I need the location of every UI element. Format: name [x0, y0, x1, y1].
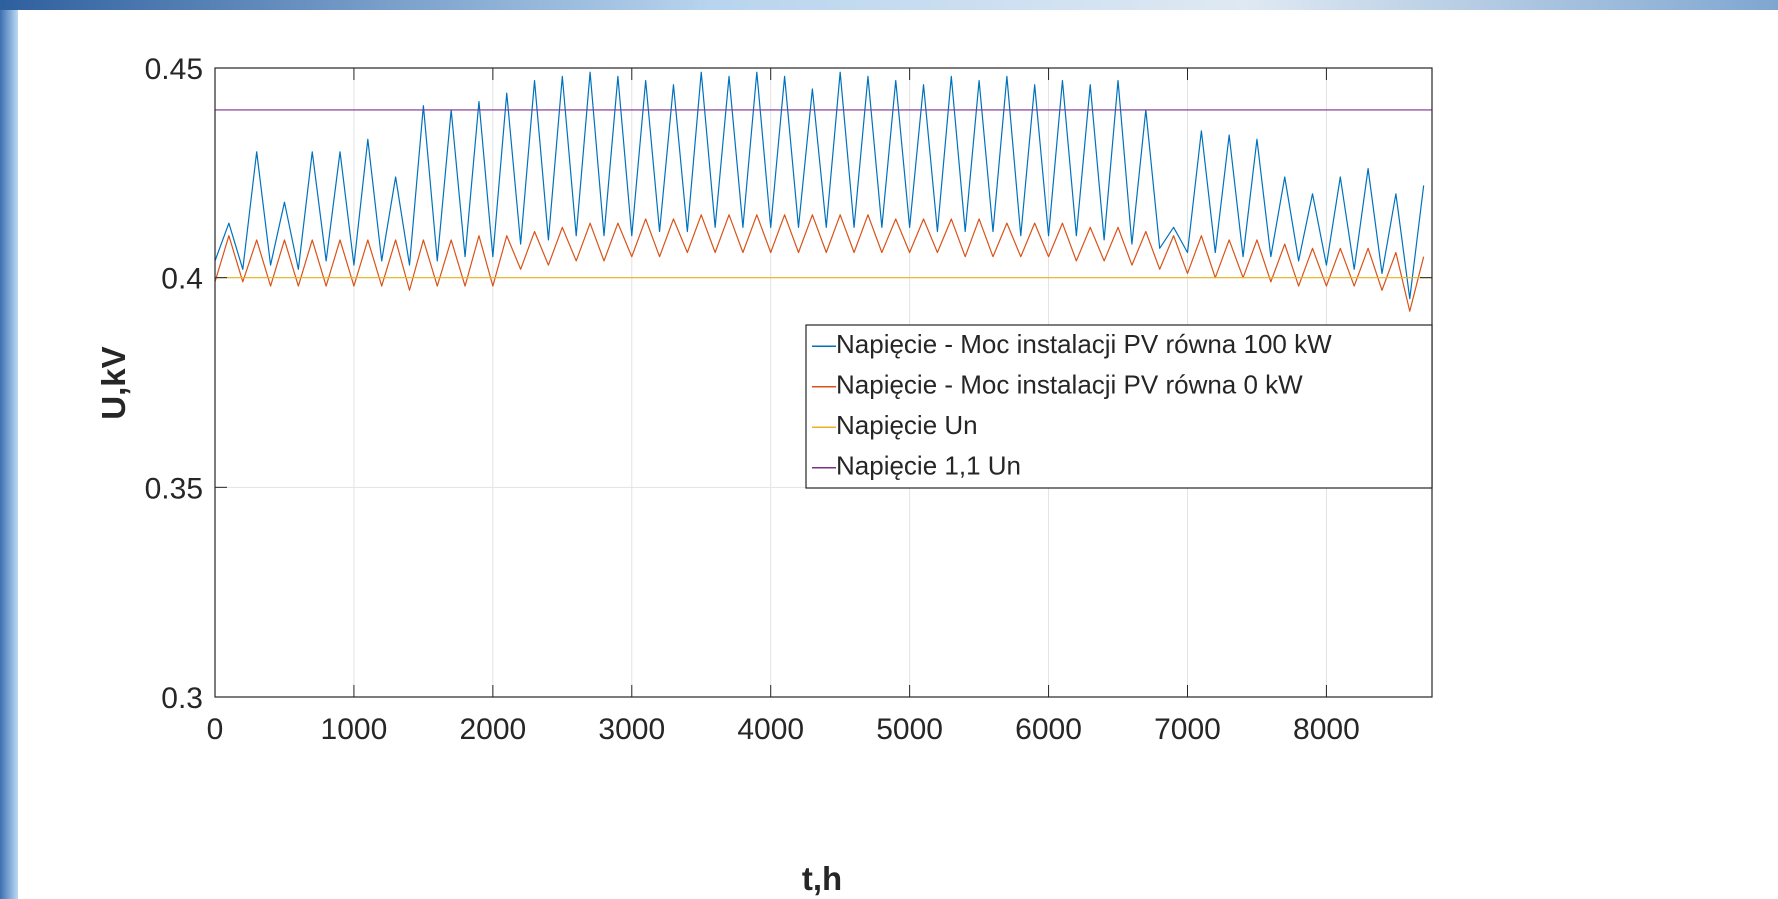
- x-tick-label: 2000: [459, 713, 526, 746]
- x-axis-label: t,h: [802, 860, 842, 897]
- legend-label: Napięcie 1,1 Un: [836, 451, 1021, 481]
- x-tick-label: 1000: [321, 713, 388, 746]
- background-band: [0, 0, 1778, 10]
- legend-label: Napięcie - Moc instalacji PV równa 0 kW: [836, 370, 1303, 400]
- x-tick-label: 8000: [1293, 713, 1360, 746]
- x-tick-label: 7000: [1154, 713, 1221, 746]
- x-tick-label: 6000: [1015, 713, 1082, 746]
- legend-label: Napięcie - Moc instalacji PV równa 100 k…: [836, 329, 1332, 359]
- x-tick-label: 0: [207, 713, 224, 746]
- legend-box: [805, 324, 1433, 489]
- y-axis-label: U,kV: [95, 346, 132, 419]
- x-tick-label: 3000: [598, 713, 665, 746]
- x-tick-label: 5000: [876, 713, 943, 746]
- y-tick-label: 0.3: [161, 682, 203, 715]
- series-line: [214, 214, 1425, 312]
- legend-label: Napięcie Un: [836, 410, 978, 440]
- y-tick-label: 0.4: [161, 263, 203, 296]
- legend: Napięcie - Moc instalacji PV równa 100 k…: [805, 324, 1433, 489]
- series-line: [214, 71, 1425, 300]
- y-tick-label: 0.45: [145, 53, 203, 86]
- y-tick-label: 0.35: [145, 472, 203, 505]
- x-tick-label: 4000: [737, 713, 804, 746]
